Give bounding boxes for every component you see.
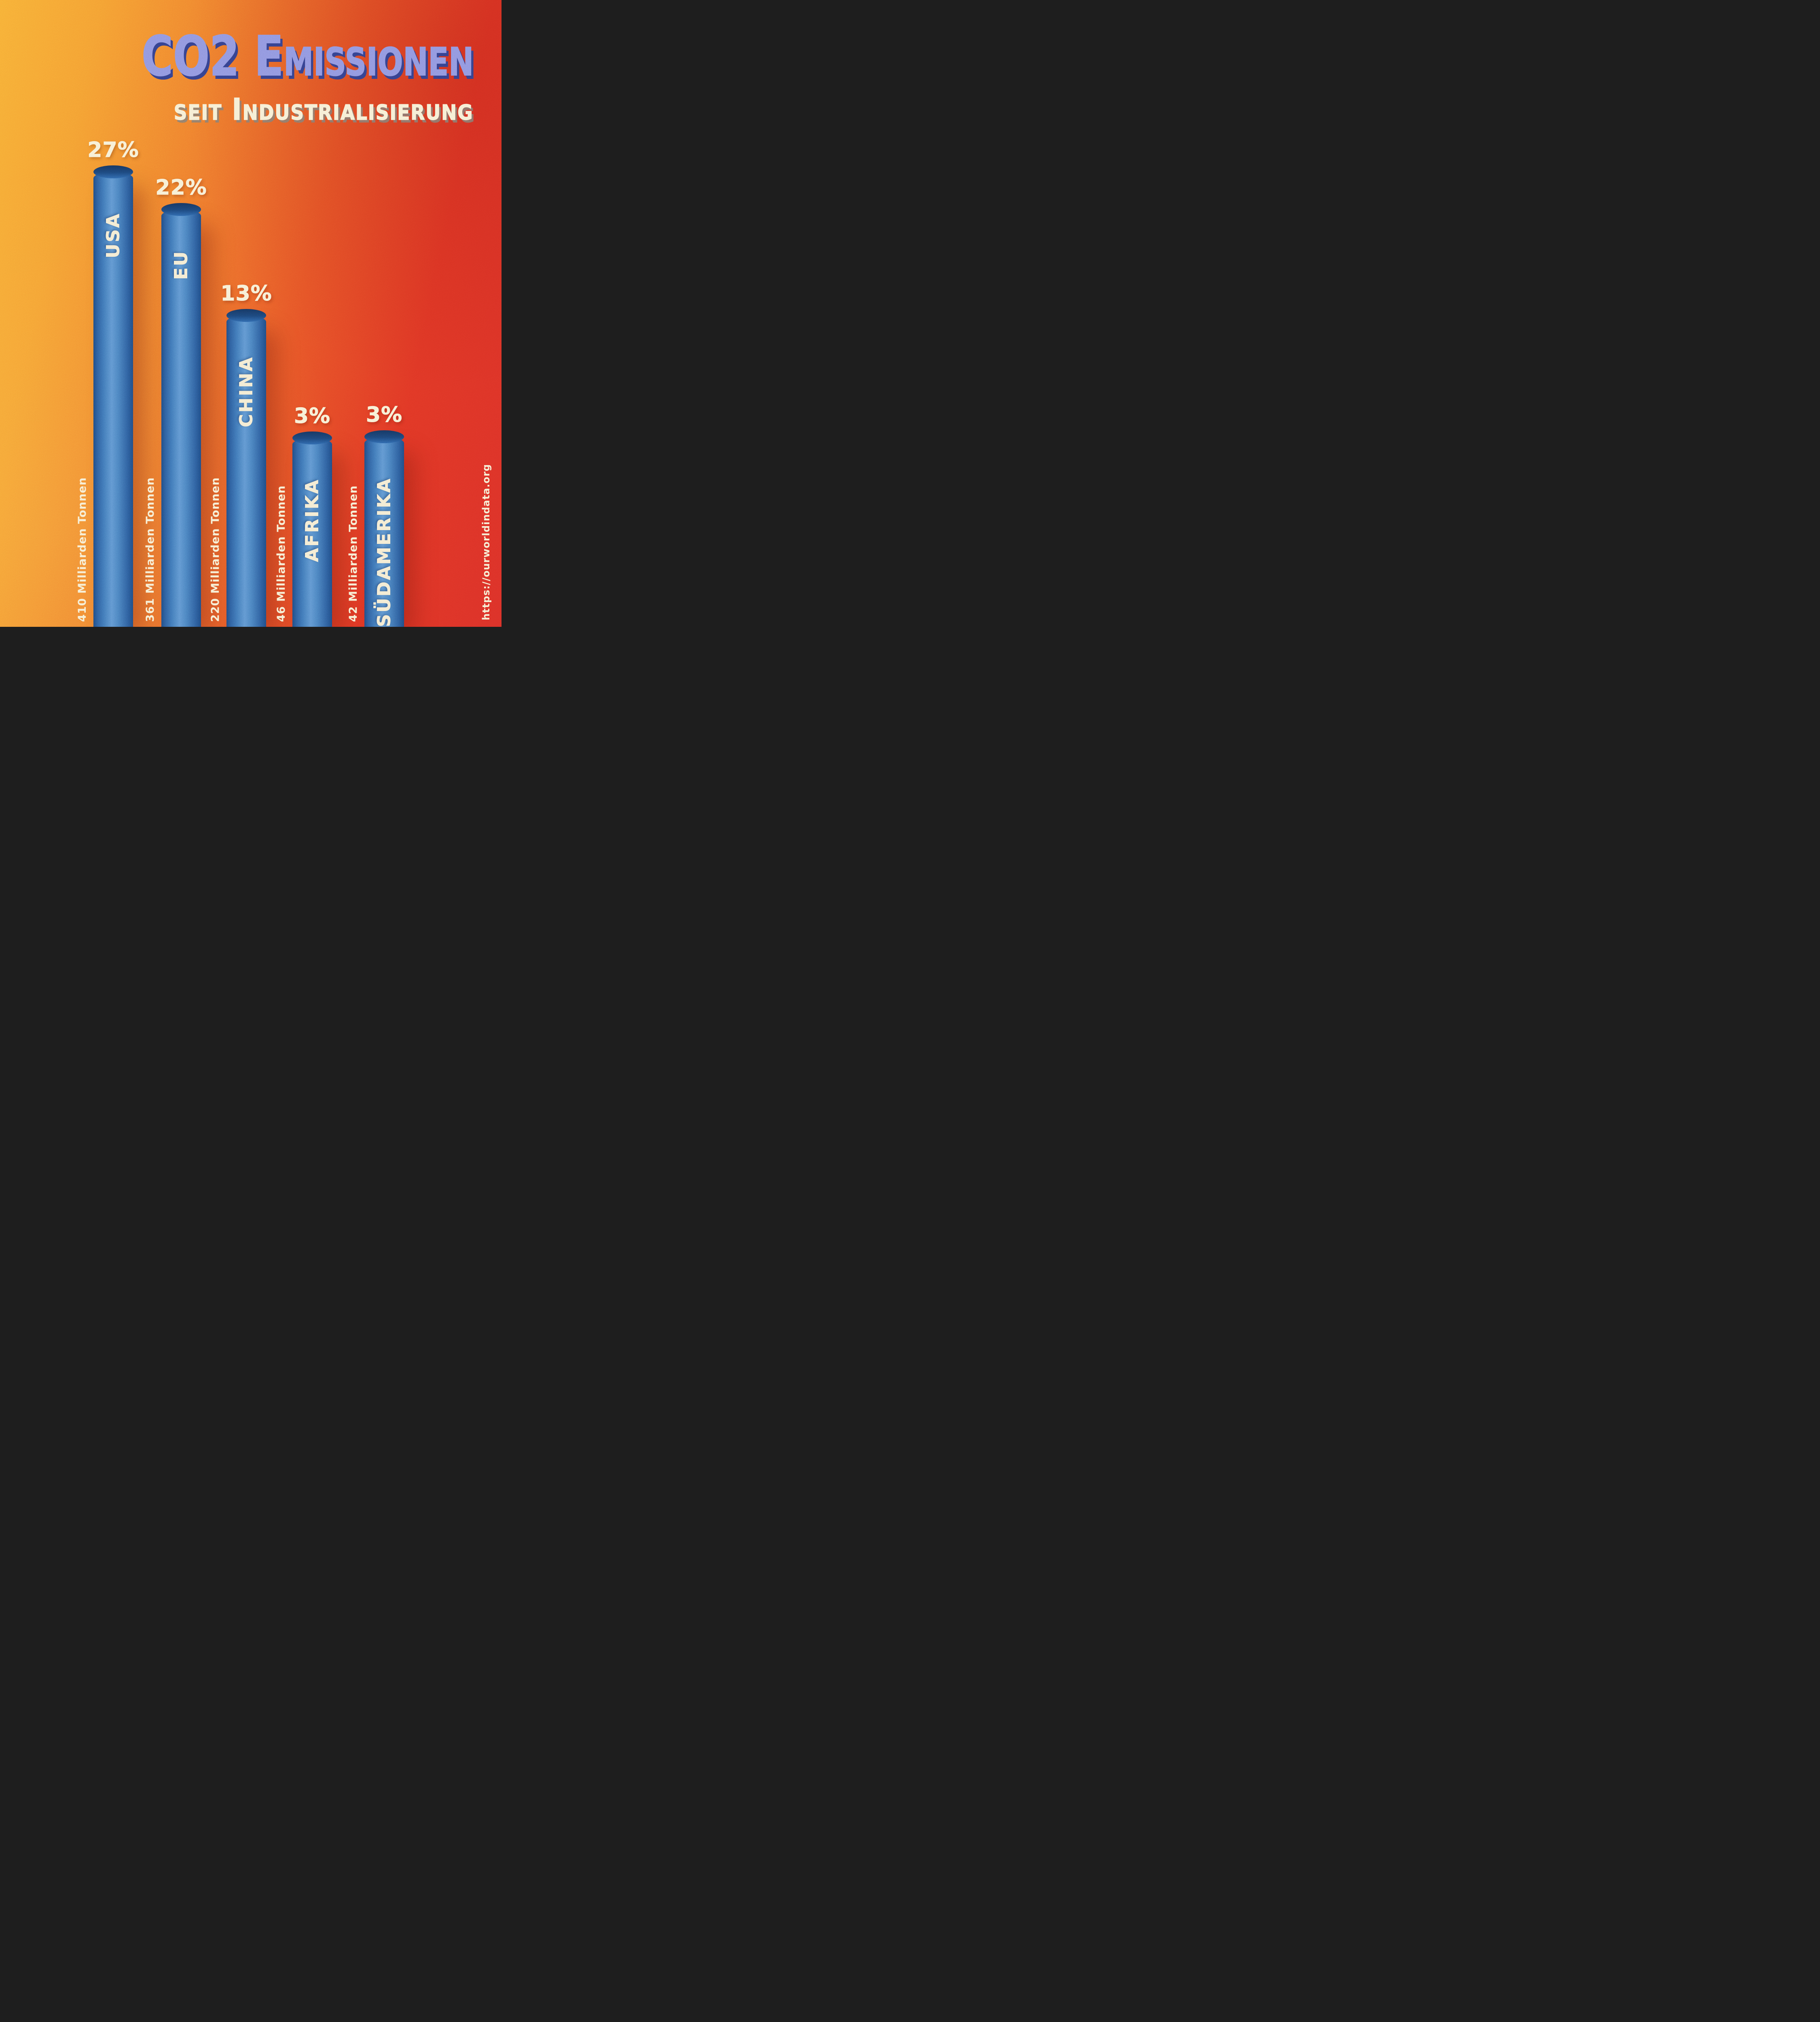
bar-tonnage-label: 361 Milliarden Tonnen [144, 477, 157, 622]
bar-group-usa: 27% USA 410 Milliarden Tonnen [76, 138, 139, 627]
bar-value-label: 13% [220, 281, 272, 306]
bar-group-suedamerika: 3% SÜDAMERIKA 42 Milliarden Tonnen [347, 403, 404, 627]
bar-category-label: AFRIKA [302, 478, 323, 563]
bar-value-label: 3% [294, 404, 331, 429]
bar-tonnage-label: 220 Milliarden Tonnen [209, 477, 222, 622]
infographic-poster: CO2 Emissionen seit Industrialisierung 2… [0, 0, 502, 627]
title-block: CO2 Emissionen seit Industrialisierung [97, 29, 502, 125]
bar-category-label: CHINA [236, 356, 257, 427]
bar-value-label: 27% [87, 138, 139, 163]
bar-cap [292, 431, 332, 444]
page-subtitle: seit Industrialisierung [174, 92, 474, 127]
bar-category-label: USA [103, 212, 124, 258]
bar-cap [364, 430, 404, 443]
bar-value-label: 3% [366, 403, 403, 427]
bar-cap [93, 165, 133, 178]
bar-cap [226, 309, 266, 322]
bar-tonnage-label: 46 Milliarden Tonnen [275, 485, 288, 622]
bar-tonnage-label: 42 Milliarden Tonnen [347, 485, 360, 622]
bar-group-afrika: 3% AFRIKA 46 Milliarden Tonnen [275, 404, 332, 627]
page-title: CO2 Emissionen [141, 25, 474, 89]
bar-tonnage-label: 410 Milliarden Tonnen [76, 477, 89, 622]
bar-category-label: EU [171, 250, 192, 280]
bar-cap [161, 203, 201, 216]
source-url: https://ourworldindata.org [480, 464, 492, 620]
bar-category-label: SÜDAMERIKA [374, 477, 395, 627]
bar-value-label: 22% [155, 176, 207, 200]
bar-group-china: 13% CHINA 220 Milliarden Tonnen [209, 281, 272, 627]
bar-group-eu: 22% EU 361 Milliarden Tonnen [144, 176, 207, 627]
